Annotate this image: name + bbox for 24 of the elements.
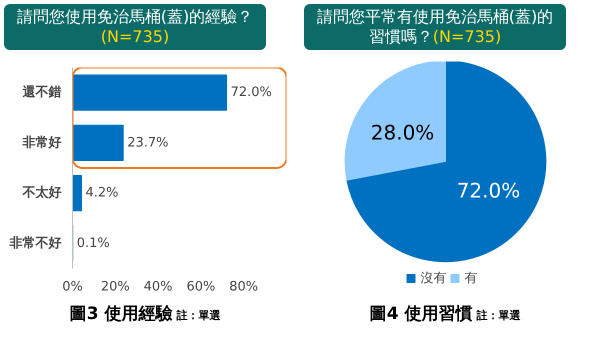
data-label: 4.2% [85,186,119,201]
data-label: 23.7% [127,135,169,150]
x-tick-label: 60% [186,280,216,294]
legend-label: 沒有 [420,270,446,287]
y-tick-label: 非常不好 [8,236,62,251]
y-tick-label: 還不錯 [22,85,62,100]
x-tick-label: 20% [100,280,130,294]
data-label: 0.1% [76,236,110,251]
text: 註：單選 [476,309,520,322]
legend-label: 有 [464,270,478,287]
chart-subtitle: (N=735) [100,27,170,46]
x-tick-label: 80% [229,280,258,294]
caption: 圖4 使用習慣 [370,304,472,324]
y-tick-label: 不太好 [22,186,62,201]
chart-title: 請問您使用免治馬桶(蓋)的經驗？ [16,7,254,26]
data-label: 72.0% [456,178,520,202]
x-tick-label: 40% [144,280,173,294]
data-label: 72.0% [230,85,272,100]
text: 註：單選 [176,309,220,322]
y-tick-label: 非常好 [22,135,62,150]
caption: 圖3 使用經驗 [70,304,172,324]
x-tick-label: 0% [62,280,83,294]
chart-subtitle: (N=735) [432,27,502,46]
data-label: 28.0% [370,120,434,144]
